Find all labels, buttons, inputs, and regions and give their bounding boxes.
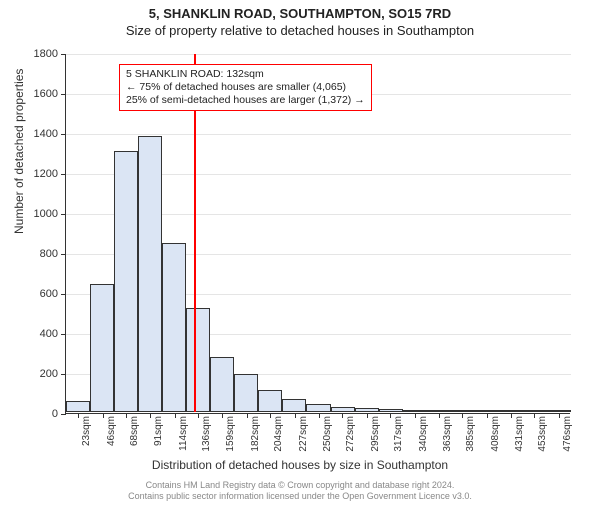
histogram-bar [523,410,547,412]
ytick-mark [61,414,66,415]
footer-line-2: Contains public sector information licen… [0,491,600,502]
histogram-bar [355,408,379,412]
x-axis-label: Distribution of detached houses by size … [0,458,600,472]
xtick-mark [295,413,296,418]
ytick-mark [61,254,66,255]
xtick-mark [103,413,104,418]
xtick-mark [222,413,223,418]
xtick-mark [270,413,271,418]
xtick-mark [390,413,391,418]
ytick-mark [61,54,66,55]
chart-title: Size of property relative to detached ho… [0,23,600,38]
footer-line-1: Contains HM Land Registry data © Crown c… [0,480,600,491]
xtick-mark [150,413,151,418]
xtick-mark [78,413,79,418]
footer-attribution: Contains HM Land Registry data © Crown c… [0,480,600,502]
annotation-line-3: 25% of semi-detached houses are larger (… [126,94,365,107]
histogram-bar [138,136,162,412]
xtick-mark [342,413,343,418]
annotation-box: 5 SHANKLIN ROAD: 132sqm ← 75% of detache… [119,64,372,111]
ytick-label: 1000 [0,208,58,220]
ytick-mark [61,334,66,335]
histogram-bar [379,409,403,412]
ytick-mark [61,94,66,95]
ytick-mark [61,374,66,375]
ytick-mark [61,294,66,295]
histogram-bar [547,410,571,412]
histogram-bar [403,410,427,412]
chart-area: 23sqm46sqm68sqm91sqm114sqm136sqm159sqm18… [65,54,570,414]
xtick-mark [175,413,176,418]
xtick-mark [559,413,560,418]
ytick-label: 1400 [0,128,58,140]
gridline-h [66,134,571,135]
annotation-line-1: 5 SHANKLIN ROAD: 132sqm [126,68,365,81]
xtick-mark [198,413,199,418]
histogram-bar [162,243,186,412]
histogram-bar [306,404,330,412]
histogram-bar [234,374,258,412]
histogram-bar [282,399,306,412]
gridline-h [66,54,571,55]
histogram-bar [186,308,210,412]
xtick-mark [126,413,127,418]
ytick-mark [61,174,66,175]
xtick-mark [487,413,488,418]
xtick-mark [415,413,416,418]
xtick-mark [534,413,535,418]
ytick-label: 400 [0,328,58,340]
histogram-bar [499,410,523,412]
ytick-label: 0 [0,408,58,420]
histogram-bar [66,401,90,412]
ytick-mark [61,214,66,215]
histogram-bar [331,407,355,412]
histogram-bar [475,410,499,412]
ytick-mark [61,134,66,135]
histogram-bar [210,357,234,412]
histogram-bar [427,410,451,412]
xtick-mark [247,413,248,418]
ytick-label: 1600 [0,88,58,100]
xtick-mark [439,413,440,418]
xtick-mark [367,413,368,418]
annotation-line-2: ← 75% of detached houses are smaller (4,… [126,81,365,94]
histogram-bar [114,151,138,412]
histogram-bar [451,410,475,412]
xtick-mark [319,413,320,418]
ytick-label: 1800 [0,48,58,60]
ytick-label: 200 [0,368,58,380]
ytick-label: 600 [0,288,58,300]
xtick-mark [462,413,463,418]
ytick-label: 800 [0,248,58,260]
histogram-bar [258,390,282,412]
histogram-bar [90,284,114,412]
chart-supertitle: 5, SHANKLIN ROAD, SOUTHAMPTON, SO15 7RD [0,6,600,21]
xtick-mark [511,413,512,418]
ytick-label: 1200 [0,168,58,180]
